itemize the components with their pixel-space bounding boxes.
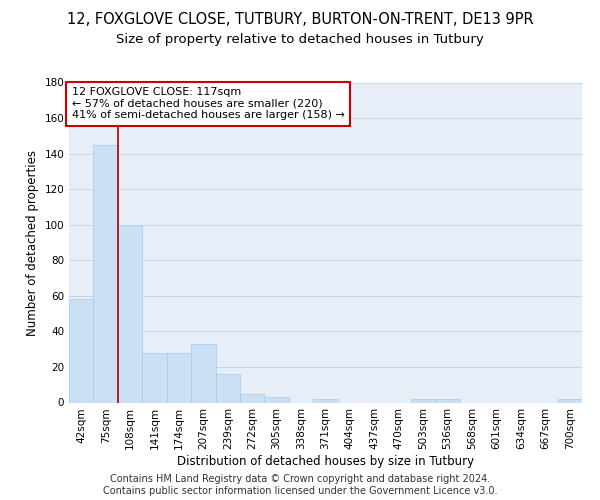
Bar (557, 399, 582, 402)
Bar (167, 352, 191, 403)
Bar (215, 374, 240, 402)
Bar (191, 344, 215, 403)
Bar (118, 224, 142, 402)
Text: Contains HM Land Registry data © Crown copyright and database right 2024.
Contai: Contains HM Land Registry data © Crown c… (103, 474, 497, 496)
Bar (265, 397, 289, 402)
Text: Size of property relative to detached houses in Tutbury: Size of property relative to detached ho… (116, 32, 484, 46)
Bar (436, 399, 460, 402)
X-axis label: Distribution of detached houses by size in Tutbury: Distribution of detached houses by size … (177, 455, 474, 468)
Bar (94, 144, 118, 402)
Bar (69, 300, 94, 403)
Bar (240, 394, 265, 402)
Text: 12 FOXGLOVE CLOSE: 117sqm
← 57% of detached houses are smaller (220)
41% of semi: 12 FOXGLOVE CLOSE: 117sqm ← 57% of detac… (71, 88, 344, 120)
Text: 12, FOXGLOVE CLOSE, TUTBURY, BURTON-ON-TRENT, DE13 9PR: 12, FOXGLOVE CLOSE, TUTBURY, BURTON-ON-T… (67, 12, 533, 28)
Y-axis label: Number of detached properties: Number of detached properties (26, 150, 39, 336)
Bar (313, 399, 338, 402)
Bar (411, 399, 436, 402)
Bar (142, 352, 167, 403)
